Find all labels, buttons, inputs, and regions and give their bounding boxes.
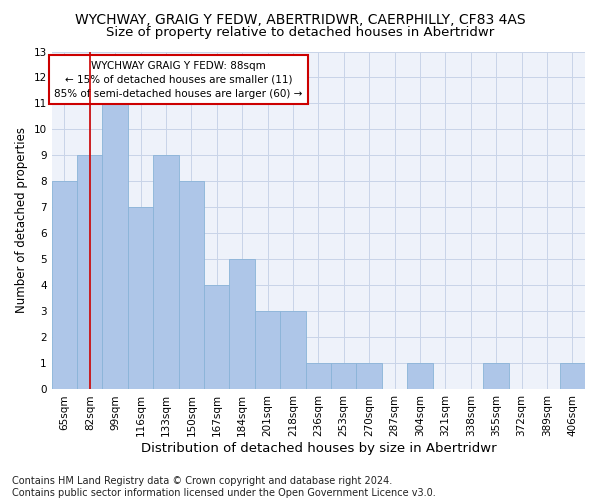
Bar <box>103 104 128 390</box>
Bar <box>305 364 331 390</box>
Bar <box>280 312 305 390</box>
Bar <box>356 364 382 390</box>
Bar <box>128 208 153 390</box>
Bar <box>331 364 356 390</box>
Bar <box>229 260 255 390</box>
Text: Size of property relative to detached houses in Abertridwr: Size of property relative to detached ho… <box>106 26 494 39</box>
Text: Contains HM Land Registry data © Crown copyright and database right 2024.
Contai: Contains HM Land Registry data © Crown c… <box>12 476 436 498</box>
Bar <box>153 156 179 390</box>
Text: WYCHWAY, GRAIG Y FEDW, ABERTRIDWR, CAERPHILLY, CF83 4AS: WYCHWAY, GRAIG Y FEDW, ABERTRIDWR, CAERP… <box>74 12 526 26</box>
X-axis label: Distribution of detached houses by size in Abertridwr: Distribution of detached houses by size … <box>140 442 496 455</box>
Text: WYCHWAY GRAIG Y FEDW: 88sqm
← 15% of detached houses are smaller (11)
85% of sem: WYCHWAY GRAIG Y FEDW: 88sqm ← 15% of det… <box>55 60 303 98</box>
Bar <box>255 312 280 390</box>
Bar <box>560 364 585 390</box>
Bar <box>52 182 77 390</box>
Bar <box>204 286 229 390</box>
Bar <box>407 364 433 390</box>
Bar <box>179 182 204 390</box>
Bar <box>484 364 509 390</box>
Bar <box>77 156 103 390</box>
Y-axis label: Number of detached properties: Number of detached properties <box>15 128 28 314</box>
